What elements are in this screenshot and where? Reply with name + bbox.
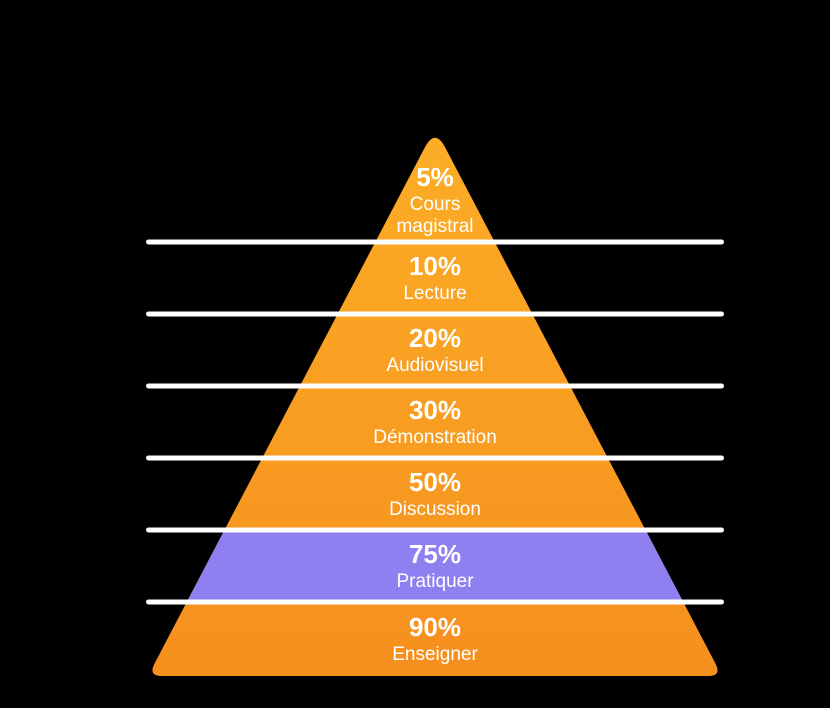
separator-line bbox=[146, 455, 724, 461]
separator-line bbox=[146, 383, 724, 389]
separator-line bbox=[146, 599, 724, 605]
separator-line bbox=[146, 527, 724, 533]
highlight-band bbox=[152, 530, 718, 602]
separator-line bbox=[146, 311, 724, 317]
separator-line bbox=[146, 239, 724, 245]
separator-lines bbox=[146, 239, 724, 605]
